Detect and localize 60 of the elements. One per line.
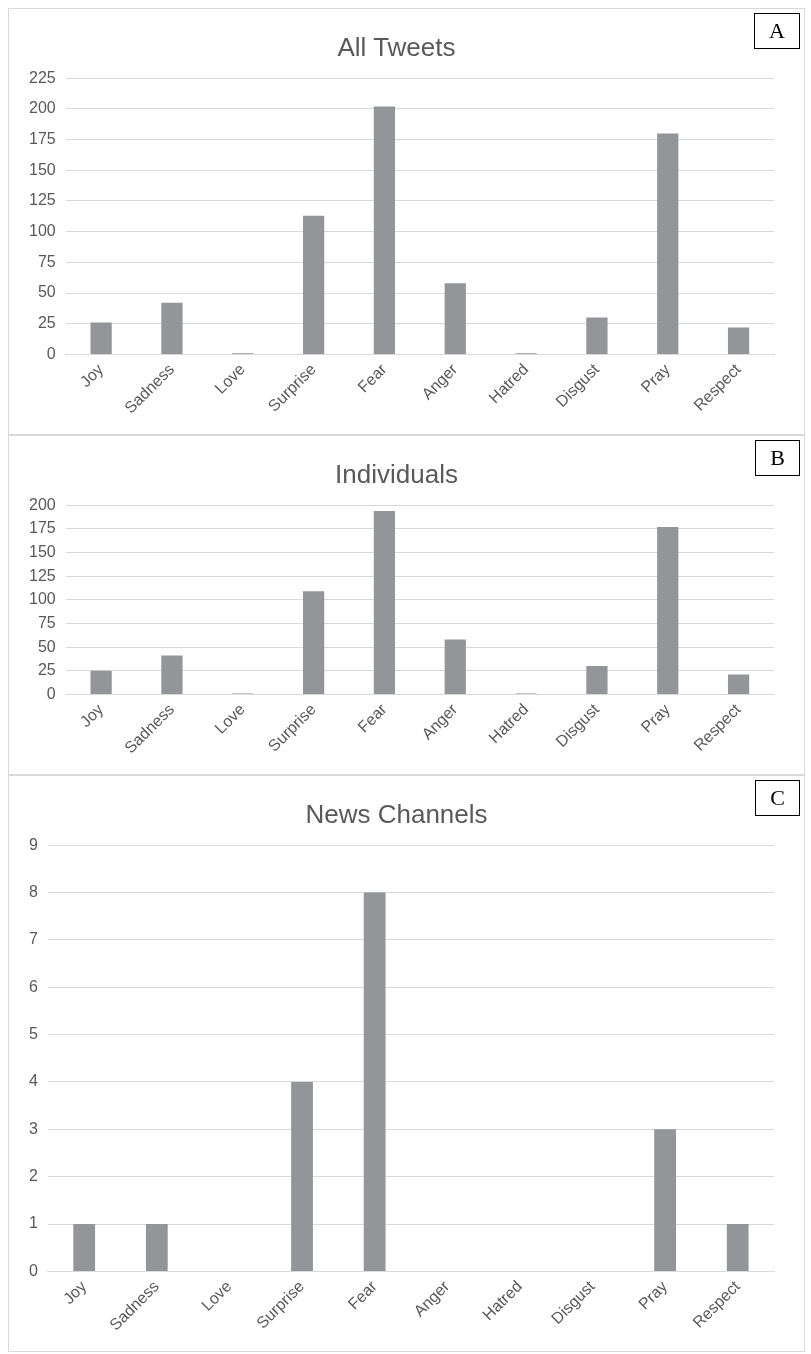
y-tick-label: 200 [28,99,56,117]
y-tick-label: 0 [46,344,56,362]
y-tick-label: 25 [37,661,56,679]
y-tick-label: 8 [28,882,38,900]
text: A [754,13,800,49]
y-tick-label: 100 [28,222,56,240]
bar [90,322,112,354]
bar [90,670,112,694]
bar [444,639,466,694]
bar [444,283,466,354]
y-tick-label: 5 [28,1025,38,1043]
y-tick-label: 7 [28,930,38,948]
chart-title: All Tweets [337,31,456,62]
y-tick-label: 75 [37,613,56,631]
chart-title: Individuals [335,458,458,489]
y-tick-label: 125 [28,191,56,209]
y-tick-label: 175 [28,519,56,537]
bar [302,215,325,354]
bar [586,666,608,694]
y-tick-label: 150 [28,160,56,178]
bar [373,510,396,694]
bar [145,1224,168,1271]
y-tick-label: 175 [28,129,56,147]
y-tick-label: 25 [37,314,56,332]
y-tick-label: 1 [28,1214,38,1232]
bar [657,526,679,694]
bar [161,655,183,694]
bar [73,1224,96,1271]
y-tick-label: 0 [28,1261,38,1279]
bar [727,327,750,354]
text: B [755,440,800,476]
y-tick-label: 75 [37,252,56,270]
bar [586,317,608,354]
y-tick-label: 50 [37,283,56,301]
bar [654,1129,676,1271]
y-tick-label: 125 [28,566,56,584]
bar [161,302,183,354]
y-tick-label: 0 [46,684,56,702]
x-tick-label: Joy [59,1277,90,1308]
chart-title: News Channels [305,798,488,829]
bar [363,892,386,1271]
text: C [755,780,800,816]
bar [657,133,679,354]
y-tick-label: 2 [28,1167,38,1185]
y-tick-label: 9 [28,835,38,853]
bar [291,1081,313,1271]
y-tick-label: 150 [28,542,56,560]
y-tick-label: 4 [28,1072,38,1090]
y-tick-label: 50 [37,637,56,655]
y-tick-label: 6 [28,977,38,995]
y-tick-label: 100 [28,590,56,608]
x-tick-label: Joy [76,360,107,391]
x-tick-label: Joy [76,700,107,731]
bar [302,591,325,694]
bar [726,1224,749,1271]
y-tick-label: 225 [28,68,56,86]
bar [373,106,396,354]
y-tick-label: 3 [28,1119,38,1137]
y-tick-label: 200 [28,495,56,513]
bar [727,674,750,694]
